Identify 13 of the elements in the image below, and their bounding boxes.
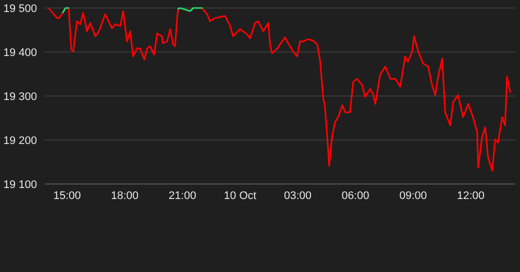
y-tick-label: 19 400 [3,47,37,59]
y-tick-label: 19 300 [3,91,37,103]
x-tick-label: 15:00 [53,190,81,202]
x-tick-label: 06:00 [342,190,370,202]
y-tick-label: 19 200 [3,135,37,147]
x-tick-label: 18:00 [111,190,139,202]
x-tick-label: 12:00 [457,190,485,202]
y-tick-label: 19 100 [3,179,37,191]
x-tick-label: 10 Oct [224,190,256,202]
y-tick-label: 19 500 [3,3,37,15]
x-tick-label: 09:00 [399,190,427,202]
x-tick-label: 21:00 [168,190,196,202]
x-tick-label: 03:00 [284,190,312,202]
